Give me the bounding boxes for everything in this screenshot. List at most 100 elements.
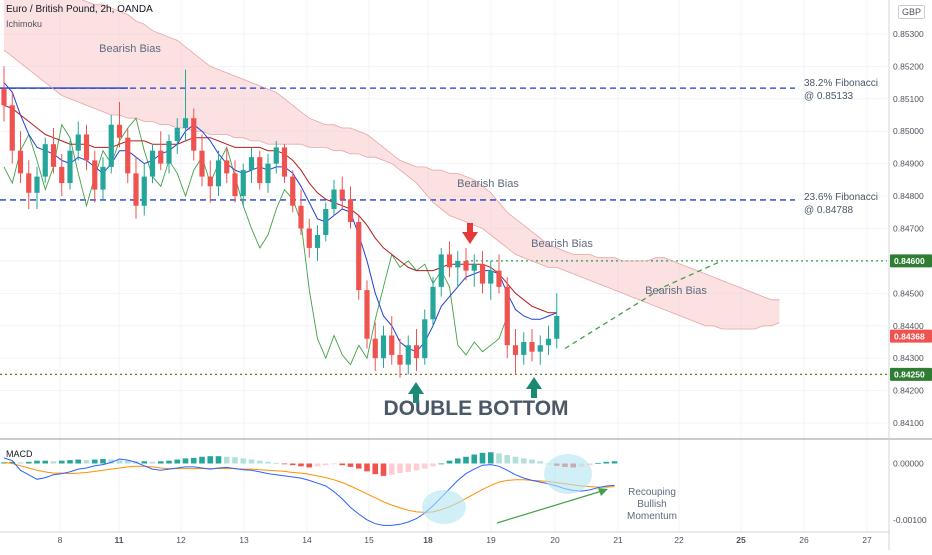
candle-body: [422, 319, 428, 359]
macd-histogram-bar: [223, 456, 230, 464]
price-tag: [890, 254, 932, 268]
candle-body: [141, 176, 147, 206]
candle-body: [529, 341, 535, 352]
candle-body: [463, 260, 469, 271]
macd-histogram-bar: [595, 462, 601, 464]
macd-histogram-bar: [405, 463, 412, 472]
candles: [1, 66, 560, 378]
candle-body: [9, 105, 15, 151]
macd-histogram-bar: [273, 462, 280, 464]
macd-histogram-bar: [265, 461, 271, 464]
candle-body: [108, 124, 114, 167]
macd-histogram-bar: [364, 463, 370, 472]
candle-body: [83, 134, 90, 161]
chikou-line: [3, 117, 508, 366]
macd-histogram-bar: [58, 460, 65, 464]
time-tick-label: 15: [364, 535, 374, 545]
annotation-bearish-bias-3: Bearish Bias: [531, 238, 593, 250]
macd-histogram-bar: [388, 463, 395, 475]
candle-body: [455, 260, 461, 268]
macd-histogram-bar: [298, 463, 304, 467]
macd-histogram-bar: [496, 453, 502, 464]
macd-histogram-bar: [446, 460, 453, 464]
candle-body: [545, 338, 552, 346]
macd-histogram-bar: [116, 460, 123, 464]
price-tick-label: 0.84800: [893, 191, 924, 201]
indicator-name: Ichimoku: [6, 19, 43, 29]
price-tag: [890, 367, 932, 381]
time-tick-label: 27: [862, 535, 872, 545]
macd-histogram-bar: [331, 463, 337, 465]
arrow-down-icon: [462, 223, 478, 244]
macd-histogram-bar: [355, 463, 362, 469]
price-tick-label: 0.84300: [893, 353, 924, 363]
momentum-trendline: [496, 490, 603, 524]
candle-body: [446, 254, 453, 268]
time-tick-label: 14: [302, 535, 312, 545]
time-axis: 8 11 12 13 14 15 18 19 20 21 22 25 26 27: [58, 535, 872, 545]
grid-lines: [0, 0, 932, 533]
price-tick-label: 0.84500: [893, 288, 924, 298]
arrow-up-icon: [408, 382, 424, 403]
macd-histogram-bar: [215, 456, 222, 464]
price-tick-label: 0.84400: [893, 321, 924, 331]
macd-histogram-bar: [322, 463, 329, 466]
projection-path: [564, 260, 723, 350]
macd-histogram-bar: [182, 458, 189, 464]
momentum-arrowhead: [598, 488, 608, 496]
candle-body: [248, 157, 255, 171]
annotation-bearish-bias-4: Bearish Bias: [645, 285, 707, 297]
price-tick-label: 0.84900: [893, 159, 924, 169]
macd-histogram-bar: [207, 456, 214, 464]
macd-histogram-bar: [75, 459, 82, 464]
candle-body: [479, 264, 486, 284]
candle-body: [133, 173, 139, 206]
fib-38-value: @ 0.85133: [804, 91, 854, 102]
candle-body: [149, 150, 156, 177]
macd-histogram-bar: [67, 460, 73, 464]
annotation-double-bottom: DOUBLE BOTTOM: [383, 397, 568, 420]
candle-body: [215, 160, 222, 187]
candle-body: [265, 163, 271, 184]
macd-tick-label: 0.00000: [893, 459, 924, 469]
candle-body: [413, 345, 420, 359]
annotation-bearish-bias-1: Bearish Bias: [99, 43, 161, 55]
macd-histogram-bar: [50, 461, 57, 464]
candle-body: [504, 286, 510, 346]
candle-body: [397, 354, 403, 365]
candle-body: [1, 89, 7, 106]
candle-body: [364, 290, 370, 339]
macd-histogram-bar: [397, 463, 403, 474]
candle-body: [166, 140, 172, 164]
macd-histogram-bar: [124, 460, 131, 464]
macd-histogram-bar: [380, 463, 387, 476]
macd-histogram-bar: [339, 463, 346, 466]
candle-body: [389, 335, 395, 355]
time-tick-label: 12: [176, 535, 186, 545]
candle-body: [471, 264, 477, 271]
macd-histogram-bar: [314, 463, 321, 467]
macd-histogram-bar: [166, 460, 172, 464]
candle-body: [430, 286, 436, 320]
macd-histogram-bar: [17, 462, 24, 464]
candle-body: [290, 176, 296, 206]
candle-body: [347, 199, 354, 222]
macd-histogram-bar: [199, 456, 205, 464]
candle-body: [554, 316, 560, 339]
candle-body: [67, 150, 73, 184]
macd-histogram-bar: [454, 458, 461, 464]
macd-histogram-bar: [471, 454, 478, 464]
candle-body: [323, 209, 329, 235]
macd-histogram-bar: [256, 460, 263, 464]
time-tick-label: 26: [799, 535, 809, 545]
price-tick-label: 0.85200: [893, 61, 924, 71]
macd-pane: [1, 452, 618, 526]
macd-histogram-bar: [157, 461, 164, 464]
price-tick-label: 0.84100: [893, 418, 924, 428]
macd-histogram-bar: [42, 460, 49, 464]
candle-body: [116, 124, 123, 138]
macd-histogram-bar: [487, 452, 494, 464]
time-tick-label: 18: [423, 535, 433, 545]
candle-body: [306, 228, 312, 248]
